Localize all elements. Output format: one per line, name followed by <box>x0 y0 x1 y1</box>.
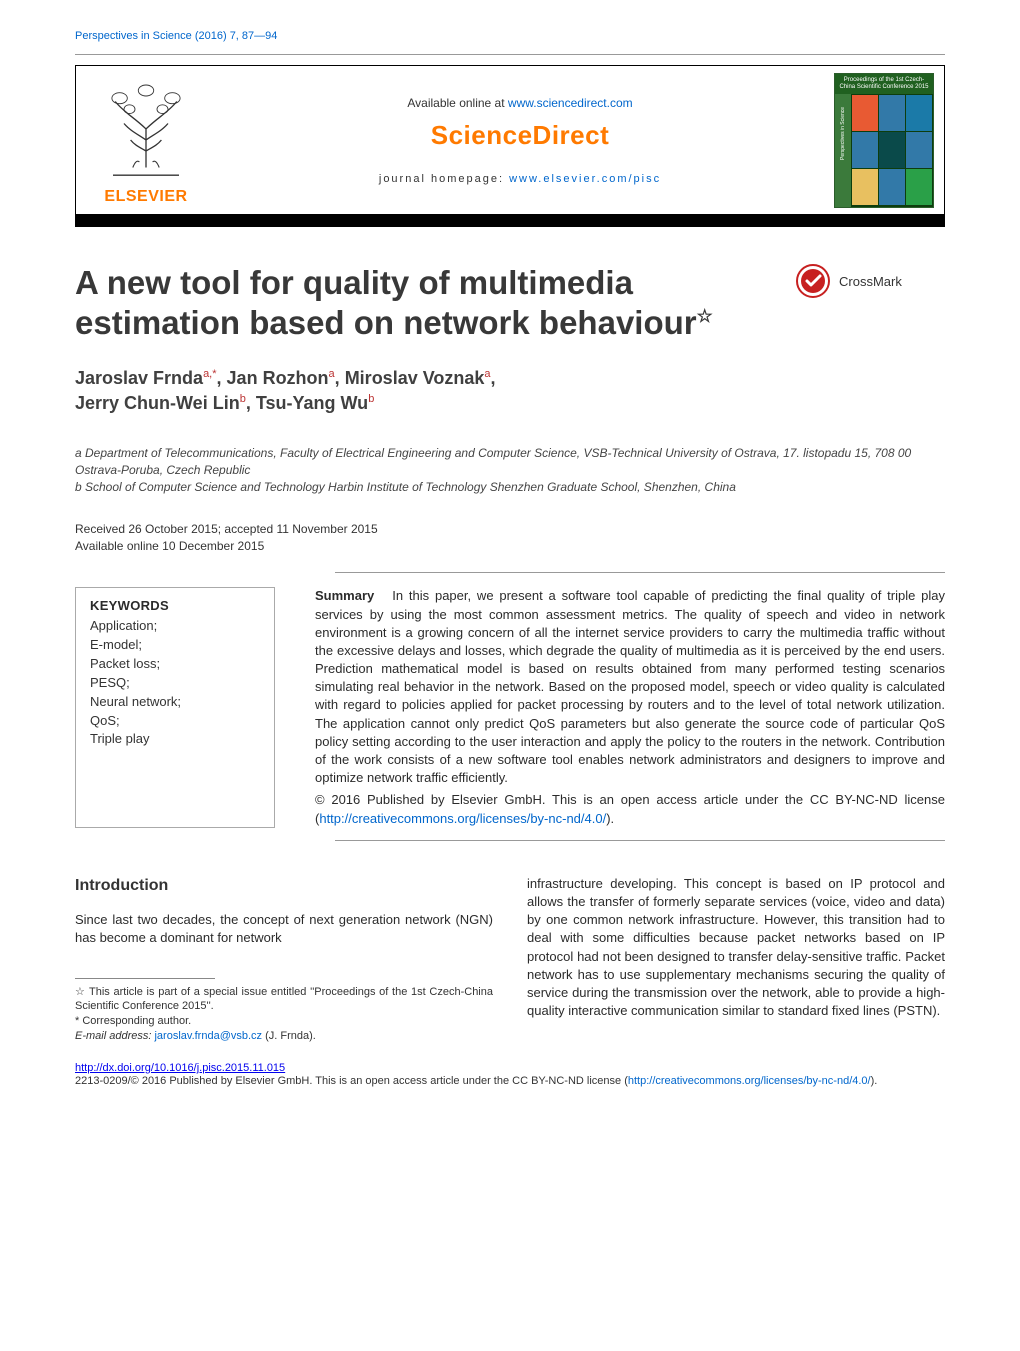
intro-paragraph-right: infrastructure developing. This concept … <box>527 875 945 1021</box>
author-2: Jan Rozhon <box>227 368 329 388</box>
affiliations-block: a Department of Telecommunications, Facu… <box>75 445 945 497</box>
author-5: Tsu-Yang Wu <box>256 393 368 413</box>
keyword-item: QoS; <box>90 712 260 731</box>
crossmark-badge[interactable]: CrossMark <box>795 263 945 299</box>
footnote-separator <box>75 978 215 979</box>
author-4: Jerry Chun-Wei Lin <box>75 393 240 413</box>
corresponding-email-link[interactable]: jaroslav.frnda@vsb.cz <box>154 1030 262 1042</box>
crossmark-label: CrossMark <box>839 274 902 289</box>
sciencedirect-wordmark: ScienceDirect <box>431 120 609 151</box>
masthead-center: Available online at www.sciencedirect.co… <box>216 66 824 214</box>
email-suffix: (J. Frnda). <box>262 1030 316 1042</box>
footer-copyright: 2213-0209/© 2016 Published by Elsevier G… <box>75 1074 945 1089</box>
page: Perspectives in Science (2016) 7, 87—94 … <box>0 0 1020 1129</box>
footer-license-link[interactable]: http://creativecommons.org/licenses/by-n… <box>628 1075 871 1087</box>
available-online-prefix: Available online at <box>407 96 508 110</box>
title-line-2: estimation based on network behaviour <box>75 304 697 341</box>
abstract-rule-bottom <box>335 840 945 841</box>
summary-copyright: © 2016 Published by Elsevier GmbH. This … <box>315 791 945 827</box>
elsevier-logo-cell: ELSEVIER <box>76 66 216 214</box>
affiliation-a: a Department of Telecommunications, Facu… <box>75 445 945 480</box>
footer-copyright-text: 2213-0209/© 2016 Published by Elsevier G… <box>75 1075 628 1087</box>
affiliation-b: b School of Computer Science and Technol… <box>75 479 945 496</box>
article-title: A new tool for quality of multimedia est… <box>75 263 795 342</box>
article-dates: Received 26 October 2015; accepted 11 No… <box>75 521 945 555</box>
cover-thumb-title: Proceedings of the 1st Czech-China Scien… <box>835 74 933 94</box>
journal-homepage-link[interactable]: www.elsevier.com/pisc <box>509 173 661 185</box>
sciencedirect-url-link[interactable]: www.sciencedirect.com <box>508 96 633 110</box>
body-two-columns: Introduction Since last two decades, the… <box>75 875 945 1044</box>
footnote-star: ☆ This article is part of a special issu… <box>75 985 493 1015</box>
cover-thumbnail: Proceedings of the 1st Czech-China Scien… <box>834 73 934 208</box>
keyword-item: Application; <box>90 617 260 636</box>
keyword-item: Neural network; <box>90 693 260 712</box>
summary-column: SummaryIn this paper, we present a softw… <box>315 587 945 827</box>
summary-label: Summary <box>315 588 374 603</box>
received-accepted-date: Received 26 October 2015; accepted 11 No… <box>75 521 945 538</box>
journal-homepage-prefix: journal homepage: <box>379 173 509 185</box>
author-5-sup: b <box>368 393 374 405</box>
keywords-heading: KEYWORDS <box>90 598 260 613</box>
authors-block: Jaroslav Frndaa,*, Jan Rozhona, Miroslav… <box>75 366 945 416</box>
crossmark-icon <box>795 263 831 299</box>
author-3-sup: a <box>484 368 490 380</box>
elsevier-wordmark: ELSEVIER <box>104 188 187 206</box>
abstract-rule-top <box>335 572 945 573</box>
journal-homepage: journal homepage: www.elsevier.com/pisc <box>379 173 661 185</box>
keyword-item: Packet loss; <box>90 655 260 674</box>
body-column-left: Introduction Since last two decades, the… <box>75 875 493 1044</box>
summary-text: In this paper, we present a software too… <box>315 588 945 785</box>
cover-thumb-grid <box>851 94 933 207</box>
footnote-corresponding: * Corresponding author. <box>75 1014 493 1029</box>
email-label: E-mail address: <box>75 1030 154 1042</box>
available-online-date: Available online 10 December 2015 <box>75 538 945 555</box>
abstract-section: KEYWORDS Application; E-model; Packet lo… <box>75 572 945 840</box>
journal-reference: Perspectives in Science (2016) 7, 87—94 <box>75 30 945 42</box>
keyword-item: Triple play <box>90 730 260 749</box>
doi-link-line: http://dx.doi.org/10.1016/j.pisc.2015.11… <box>75 1062 945 1074</box>
top-rule <box>75 54 945 55</box>
introduction-heading: Introduction <box>75 875 493 897</box>
author-1: Jaroslav Frnda <box>75 368 203 388</box>
black-divider-bar <box>75 215 945 227</box>
title-line-1: A new tool for quality of multimedia <box>75 264 633 301</box>
cover-thumbnail-cell: Proceedings of the 1st Czech-China Scien… <box>824 66 944 214</box>
doi-link[interactable]: http://dx.doi.org/10.1016/j.pisc.2015.11… <box>75 1062 285 1074</box>
summary-paragraph: SummaryIn this paper, we present a softw… <box>315 587 945 787</box>
body-column-right: infrastructure developing. This concept … <box>527 875 945 1044</box>
elsevier-tree-icon <box>91 74 201 184</box>
author-3: Miroslav Voznak <box>345 368 485 388</box>
masthead-header: ELSEVIER Available online at www.science… <box>75 65 945 215</box>
footnote-email-row: E-mail address: jaroslav.frnda@vsb.cz (J… <box>75 1029 493 1044</box>
title-row: A new tool for quality of multimedia est… <box>75 263 945 342</box>
copyright-close: ). <box>606 811 614 826</box>
keyword-item: E-model; <box>90 636 260 655</box>
keywords-box: KEYWORDS Application; E-model; Packet lo… <box>75 587 275 827</box>
cover-thumb-spine: Perspectives in Science <box>835 94 851 207</box>
keyword-item: PESQ; <box>90 674 260 693</box>
license-link[interactable]: http://creativecommons.org/licenses/by-n… <box>319 811 606 826</box>
intro-paragraph-left: Since last two decades, the concept of n… <box>75 911 493 947</box>
author-1-sup: a,* <box>203 368 216 380</box>
footnotes: ☆ This article is part of a special issu… <box>75 985 493 1044</box>
title-footnote-star: ☆ <box>697 306 713 326</box>
available-online-text: Available online at www.sciencedirect.co… <box>407 96 632 110</box>
footer-copyright-close: ). <box>871 1075 878 1087</box>
